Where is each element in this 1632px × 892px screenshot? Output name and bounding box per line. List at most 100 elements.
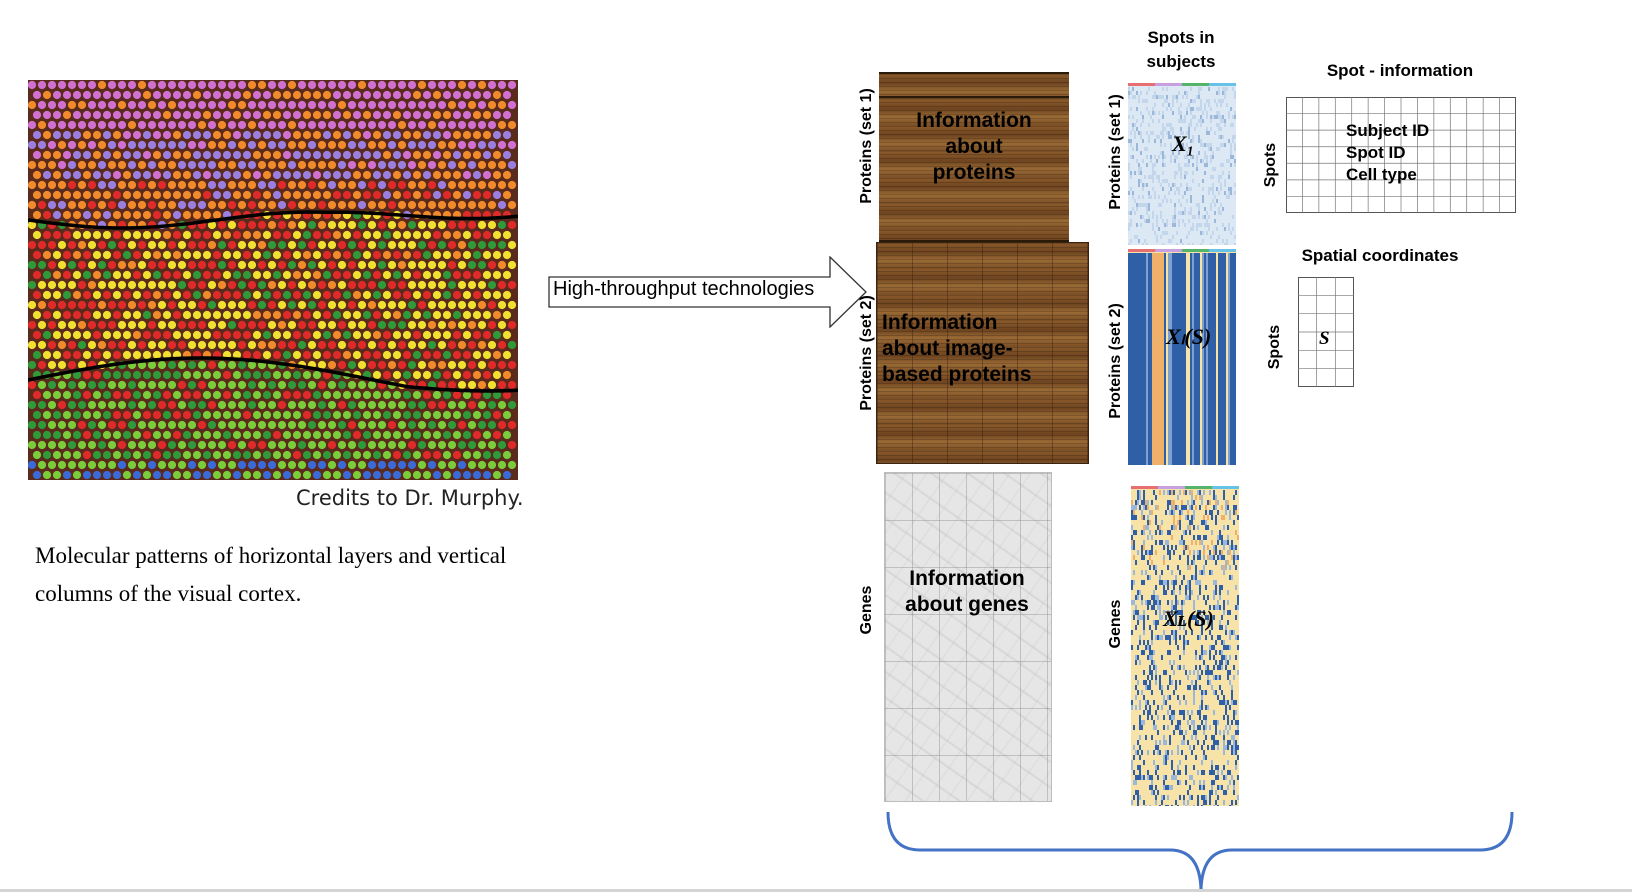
cortex-dot [242, 190, 252, 200]
cortex-dot [207, 140, 217, 150]
heatmap-cell [1209, 645, 1211, 650]
heatmap-cell [1202, 195, 1204, 199]
cortex-dot [42, 230, 52, 240]
heatmap-cell [1128, 115, 1130, 119]
cortex-dot [187, 340, 197, 350]
cortex-dot [422, 330, 432, 340]
cortex-dot [412, 430, 422, 440]
cortex-dot [462, 430, 472, 440]
cortex-dot [112, 270, 122, 280]
heatmap-column [1160, 253, 1162, 465]
spatial-title: Spatial coordinates [1301, 246, 1459, 265]
heatmap-cell [1235, 565, 1237, 570]
heatmap-cell [1181, 500, 1183, 505]
cortex-dot [417, 180, 427, 190]
cortex-dot [227, 400, 237, 410]
cortex-dot [387, 160, 397, 170]
heatmap-cell [1163, 785, 1165, 790]
cortex-dot [172, 230, 182, 240]
cortex-dot [142, 290, 152, 300]
heatmap-cell [1212, 183, 1214, 187]
cortex-dot [157, 160, 167, 170]
heatmap-cell [1147, 500, 1149, 505]
cortex-dot [432, 430, 442, 440]
heatmap-cell [1223, 515, 1225, 520]
cortex-dot [87, 80, 97, 90]
cortex-dot [62, 310, 72, 320]
cortex-dot [277, 460, 287, 470]
heatmap-cell [1145, 805, 1147, 806]
cortex-dot [217, 320, 227, 330]
heatmap-cell [1185, 595, 1187, 600]
cortex-dot [267, 420, 277, 430]
cortex-dot [52, 430, 62, 440]
heatmap-cell [1170, 159, 1172, 163]
heatmap-cell [1225, 565, 1227, 570]
cortex-dot [422, 450, 432, 460]
heatmap-cell [1206, 219, 1208, 223]
heatmap-cell [1221, 640, 1223, 645]
heatmap-cell [1141, 615, 1143, 620]
heatmap-cell [1203, 770, 1205, 775]
heatmap-cell [1151, 670, 1153, 675]
heatmap-cell [1183, 740, 1185, 745]
cortex-dot [127, 460, 137, 470]
cortex-dot [382, 130, 392, 140]
cortex-dot [52, 230, 62, 240]
heatmap-cell [1141, 650, 1143, 655]
cortex-dot [487, 200, 497, 210]
cortex-dot [102, 430, 112, 440]
cortex-dot [37, 280, 47, 290]
cortex-dot [77, 360, 87, 370]
heatmap-column [1146, 253, 1148, 465]
cortex-dot [187, 240, 197, 250]
cortex-dot [257, 340, 267, 350]
cortex-dot [37, 120, 47, 130]
heatmap-cell [1143, 515, 1145, 520]
heatmap-cell [1160, 143, 1162, 147]
cortex-dot [327, 280, 337, 290]
heatmap-cell [1203, 725, 1205, 730]
cortex-dot [357, 380, 367, 390]
heatmap-cell [1155, 520, 1157, 525]
cortex-dot [297, 160, 307, 170]
cortex-dot [437, 160, 447, 170]
cortex-dot [177, 180, 187, 190]
heatmap-cell [1128, 139, 1130, 143]
heatmap-cell [1231, 745, 1233, 750]
cortex-dot [152, 190, 162, 200]
cortex-dot [187, 140, 197, 150]
cortex-dot [28, 460, 37, 470]
cortex-dot [112, 150, 122, 160]
cortex-dot [412, 190, 422, 200]
heatmap-cell [1155, 800, 1157, 805]
heatmap-cell [1143, 640, 1145, 645]
cortex-dot [47, 100, 57, 110]
heatmap-cell [1157, 750, 1159, 755]
heatmap-cell [1154, 91, 1156, 95]
cortex-dot [117, 240, 127, 250]
cortex-dot [42, 350, 52, 360]
heatmap-cell [1176, 171, 1178, 175]
cortex-dot [212, 370, 222, 380]
cortex-dot [327, 120, 337, 130]
cortex-dot [302, 390, 312, 400]
heatmap-cell [1211, 620, 1213, 625]
heatmap-cell [1153, 620, 1155, 625]
cortex-dot [142, 230, 152, 240]
cortex-dot [277, 440, 287, 450]
cortex-dot [167, 400, 177, 410]
cortex-dot [127, 200, 137, 210]
heatmap-cell [1183, 550, 1185, 555]
heatmap-cell [1209, 490, 1211, 495]
heatmap-cell [1205, 525, 1207, 530]
cortex-dot [422, 290, 432, 300]
cortex-dot [352, 290, 362, 300]
heatmap-cell [1187, 545, 1189, 550]
cortex-dot [152, 170, 162, 180]
cortex-dot [322, 170, 332, 180]
heatmap-cell [1210, 115, 1212, 119]
cortex-dot [212, 90, 222, 100]
cortex-dot [227, 380, 237, 390]
heatmap-cell [1189, 785, 1191, 790]
